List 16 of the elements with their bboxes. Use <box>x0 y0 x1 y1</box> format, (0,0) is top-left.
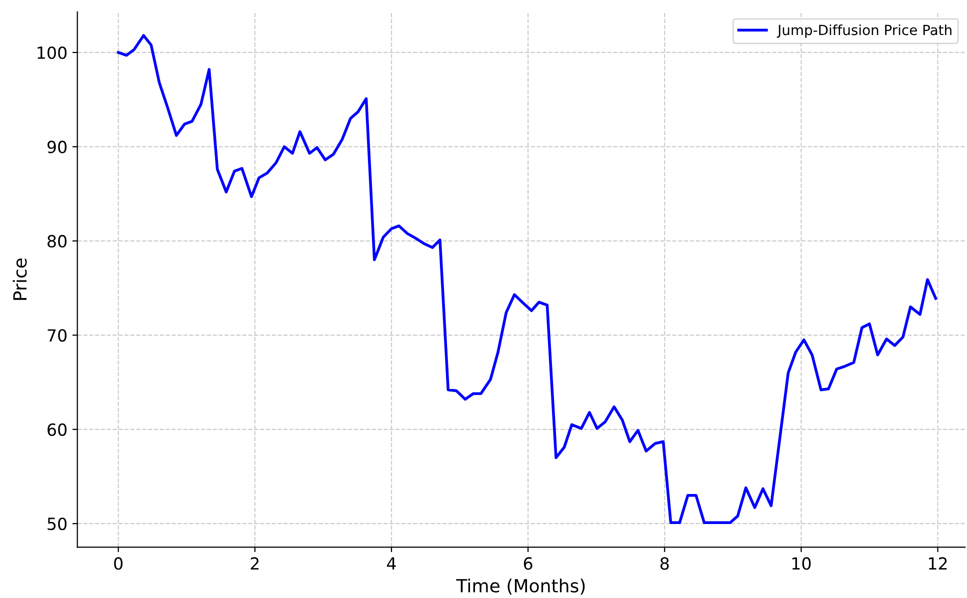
y-tick-label: 100 <box>38 46 67 60</box>
y-tick-label: 50 <box>48 518 67 530</box>
y-tick-label: 90 <box>47 140 67 154</box>
y-tick-label: 80 <box>48 234 67 248</box>
y-tick-label: 60 <box>48 423 67 436</box>
x-tick-label: 12 <box>928 557 947 570</box>
x-tick-label: 10 <box>792 557 811 570</box>
x-tick-label: 4 <box>386 557 396 570</box>
x-tick-label: 0 <box>114 557 123 570</box>
legend-label: Jump-Diffusion Price Path <box>776 24 952 38</box>
x-tick-label: 2 <box>250 557 259 570</box>
y-axis-title: Price <box>12 258 27 300</box>
y-tick-label: 70 <box>48 329 67 342</box>
x-axis-title: Time (Months) <box>456 578 585 595</box>
x-tick-label: 8 <box>660 557 669 570</box>
x-tick-label: 6 <box>524 557 532 570</box>
